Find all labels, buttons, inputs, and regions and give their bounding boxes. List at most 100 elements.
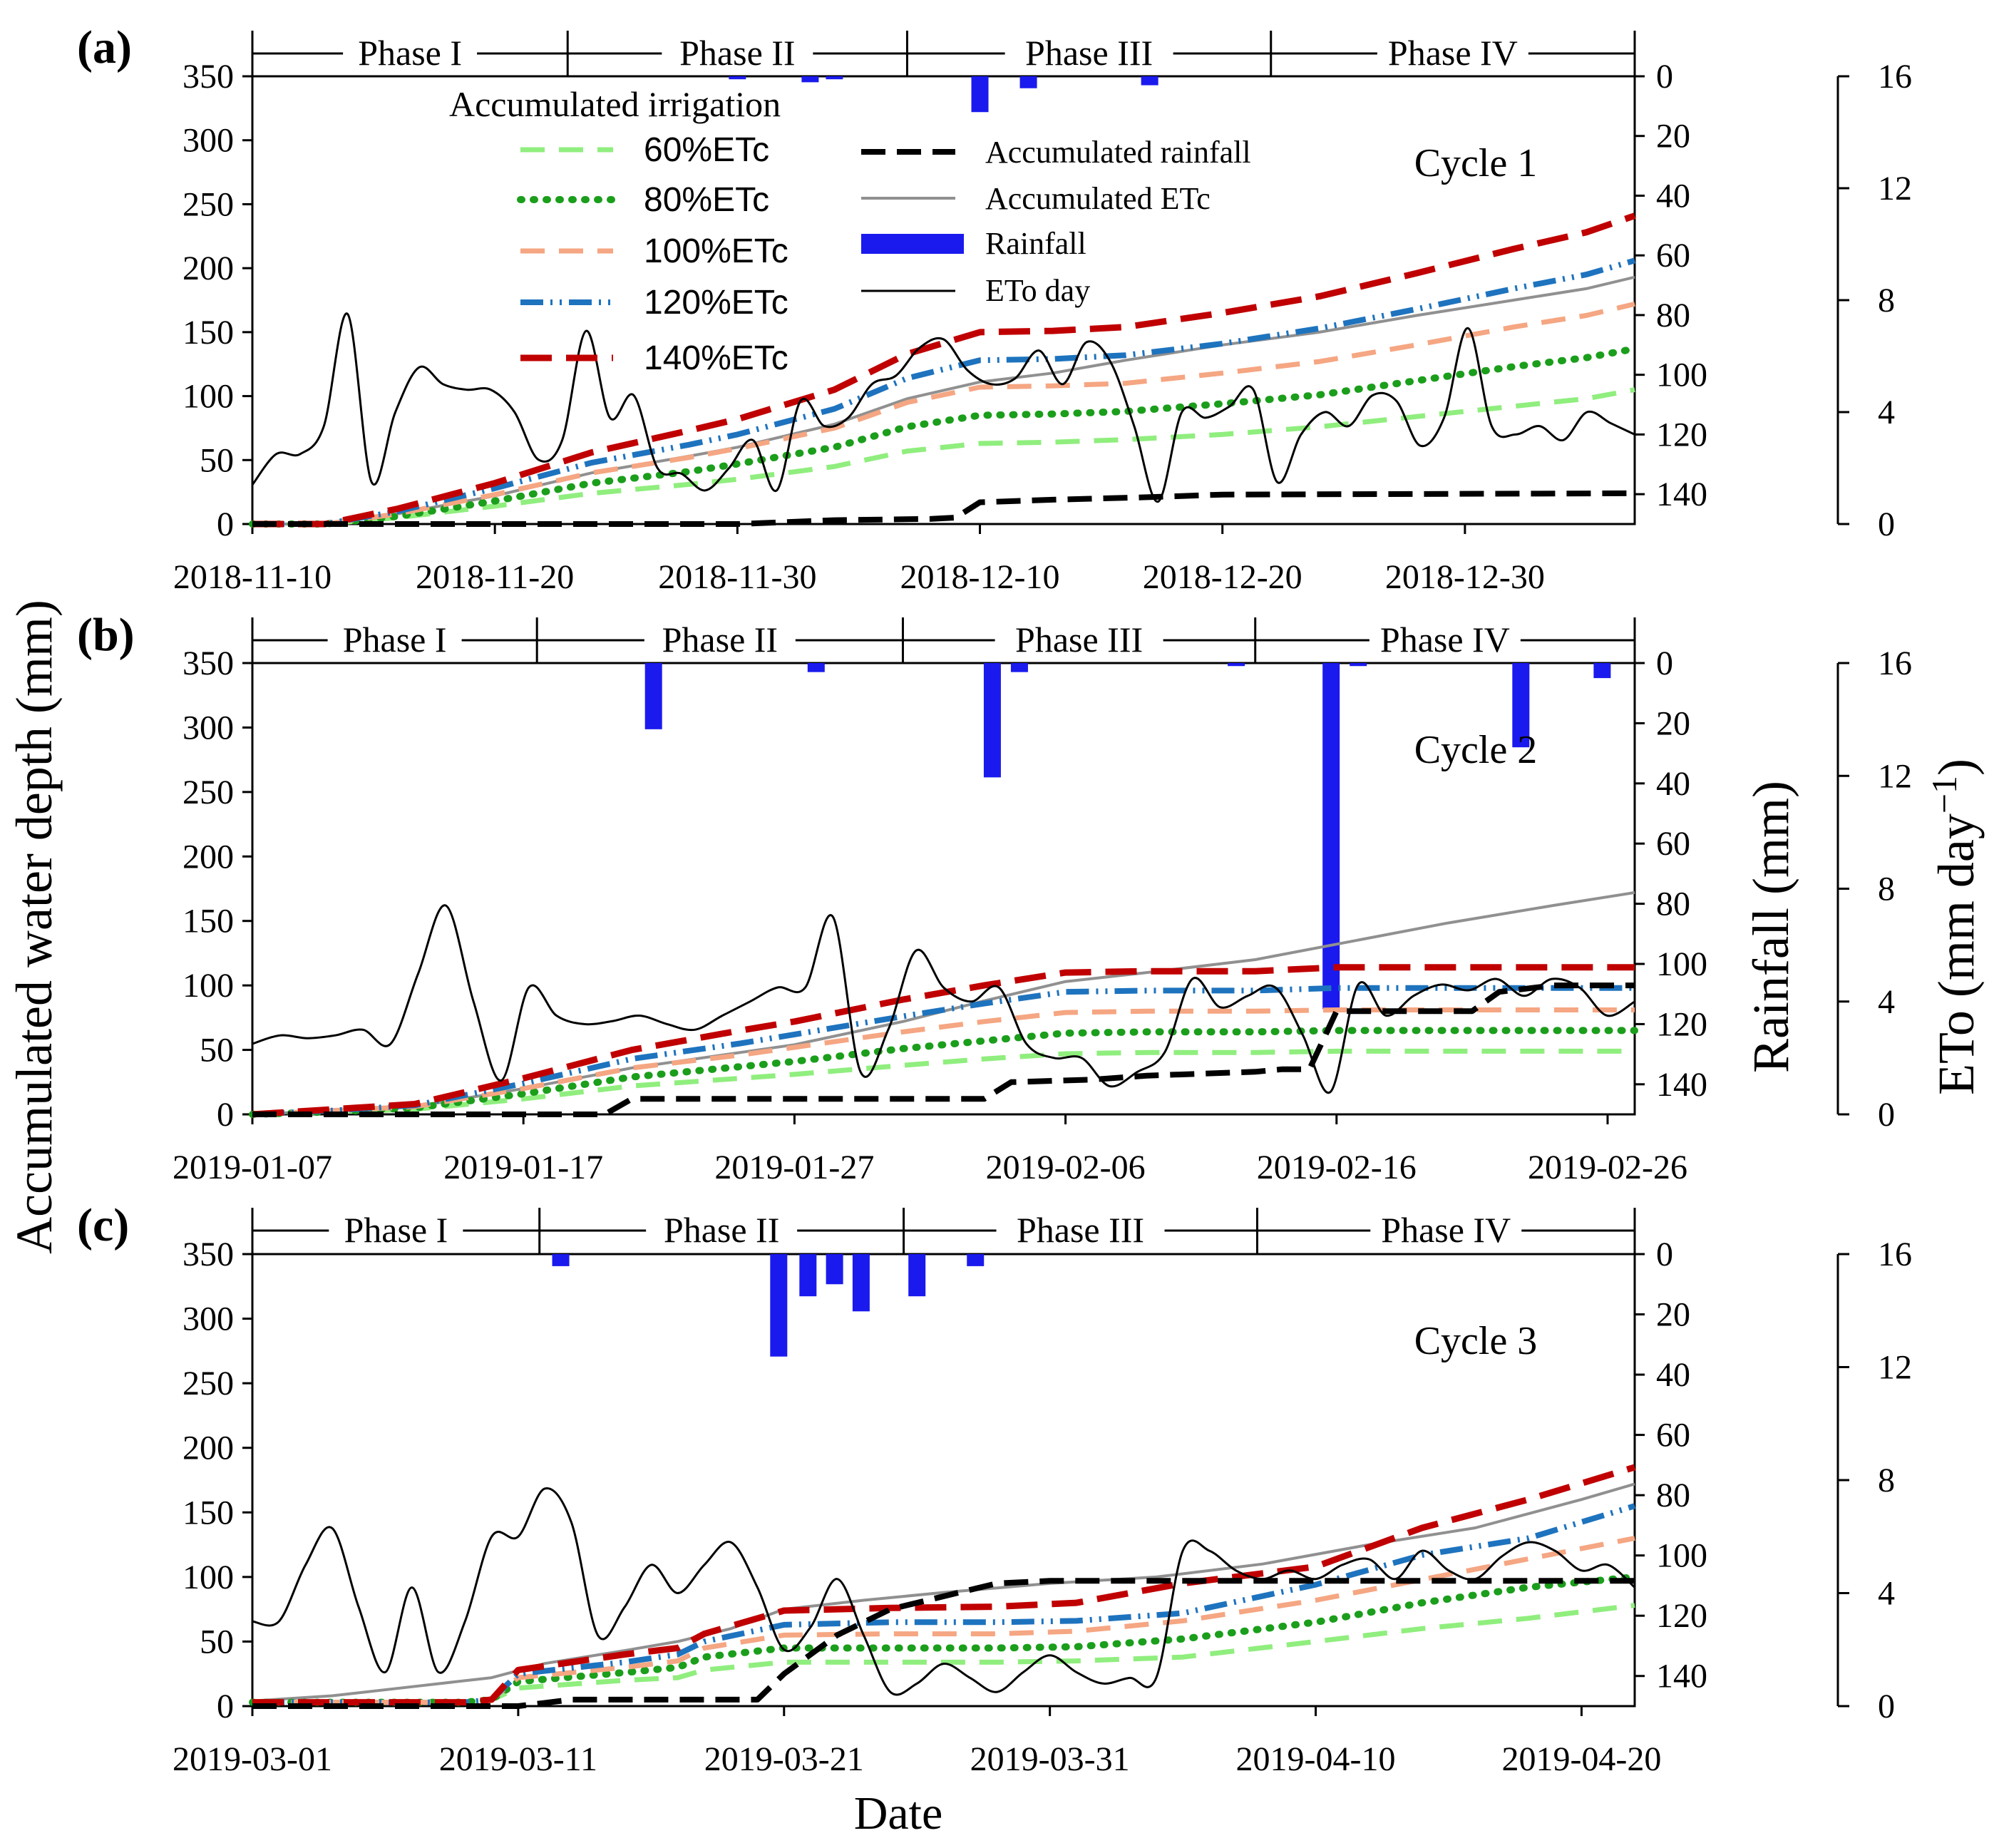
- y-left-axis: 0 50 100 150 200 250 300 350: [183, 58, 252, 543]
- y-rain-tick-label: 80: [1656, 885, 1690, 923]
- y-rain-tick-label: 40: [1656, 1356, 1690, 1394]
- y-left-tick-label: 0: [217, 1096, 234, 1134]
- series-etc140: [252, 1464, 1636, 1706]
- eto-tick-label: 12: [1878, 170, 1912, 207]
- phase-label-bg: [995, 622, 1163, 659]
- x-tick-label: 2019-02-16: [1257, 1149, 1417, 1186]
- eto-tick-label: 12: [1878, 757, 1912, 795]
- y-rain-tick-label: 0: [1656, 645, 1673, 682]
- rainfall-bar: [799, 1254, 817, 1297]
- y-left-tick-label: 250: [183, 185, 234, 223]
- eto-tick-label: 16: [1878, 1236, 1912, 1273]
- eto-tick-label: 4: [1878, 394, 1895, 431]
- panel-b: (b) Phase I Phase II Phase III Phase IV 0 50 10…: [77, 609, 1912, 1186]
- legend-label-100etc: 100%ETc: [644, 232, 788, 270]
- y-rain-tick-label: 20: [1656, 1296, 1690, 1334]
- series-acc_etc: [252, 275, 1635, 525]
- series-acc_etc: [252, 890, 1635, 1116]
- x-tick-label: 2019-02-06: [986, 1149, 1146, 1186]
- y-right-axis-title: Rainfall (mm): [1742, 781, 1799, 1073]
- y-left-tick-label: 100: [183, 1559, 234, 1596]
- x-tick-label: 2019-01-27: [714, 1149, 874, 1186]
- legend-label-140etc: 140%ETc: [644, 339, 788, 377]
- rainfall-bars: [644, 663, 1611, 1010]
- phase-header: Phase I Phase II Phase III Phase IV: [251, 1208, 1636, 1253]
- x-tick-label: 2018-11-30: [658, 558, 816, 596]
- y-rain-axis: 0 20 40 60 80 100 120 140: [1635, 645, 1707, 1104]
- rainfall-bar: [1593, 663, 1611, 679]
- rainfall-bar: [826, 76, 843, 80]
- phase-label-bg: [343, 35, 478, 72]
- series-acc_rainfall: [252, 1578, 1635, 1709]
- eto-tick-label: 4: [1878, 983, 1895, 1021]
- series-eto: [252, 1487, 1636, 1696]
- y-eto-axis: 0 4 8 12 16: [1836, 58, 1912, 543]
- y-left-axis: 0 50 100 150 200 250 300 350: [183, 1236, 252, 1725]
- y-left-tick-label: 250: [183, 1365, 234, 1402]
- legend-label-120etc: 120%ETc: [644, 284, 788, 322]
- series-etc80: [249, 345, 1638, 528]
- y-rain-tick-label: 40: [1656, 177, 1690, 215]
- x-axis: 2018-11-10 2018-11-20 2018-11-30 2018-12-10…: [173, 524, 1545, 596]
- y-left-tick-label: 100: [183, 967, 234, 1005]
- y-left-tick-label: 50: [200, 441, 234, 479]
- rainfall-bar: [1141, 76, 1158, 86]
- y-left-tick-label: 150: [183, 314, 234, 351]
- y-rain-tick-label: 140: [1656, 1066, 1707, 1104]
- rainfall-bar: [908, 1254, 926, 1297]
- phase-label: Phase I: [344, 1210, 448, 1250]
- y-left-tick-label: 200: [183, 250, 234, 287]
- y-left-tick-label: 350: [183, 1236, 234, 1273]
- y-left-tick-label: 0: [217, 505, 234, 543]
- x-tick-label: 2018-12-10: [900, 558, 1060, 596]
- y-rain-tick-label: 100: [1656, 356, 1707, 394]
- rainfall-bar: [1322, 663, 1340, 1010]
- series-eto: [252, 904, 1635, 1094]
- y-left-tick-label: 50: [200, 1032, 234, 1069]
- phase-label: Phase II: [679, 33, 795, 73]
- x-axis: 2019-03-01 2019-03-11 2019-03-21 2019-03-31…: [173, 1706, 1661, 1778]
- series-acc_rainfall: [252, 490, 1635, 527]
- series-etc60: [252, 387, 1635, 527]
- phase-label: Phase I: [343, 620, 447, 659]
- phase-label: Phase II: [662, 620, 778, 659]
- legend-label-eto: ETo day: [985, 273, 1090, 308]
- rainfall-bar: [644, 663, 662, 729]
- legend-label-80etc: 80%ETc: [644, 181, 769, 219]
- eto-tick-label: 16: [1878, 645, 1912, 682]
- phase-label-bg: [329, 1212, 463, 1249]
- rainfall-bar: [807, 663, 825, 672]
- y-left-tick-label: 300: [183, 709, 234, 746]
- phase-label-bg: [1004, 35, 1173, 72]
- phase-label-bg: [644, 622, 796, 659]
- x-tick-label: 2019-04-20: [1501, 1740, 1661, 1778]
- series-etc100: [252, 1536, 1635, 1705]
- y-rain-tick-label: 100: [1656, 1537, 1707, 1575]
- panel-a: (a) Phase I Phase II Phase III Phase IV 0 50 10…: [77, 21, 1912, 596]
- series-etc100: [252, 301, 1635, 527]
- x-tick-label: 2019-03-01: [173, 1740, 332, 1778]
- cycle-label: Cycle 3: [1414, 1319, 1538, 1363]
- y-eto-axis: 0 4 8 12 16: [1836, 645, 1912, 1134]
- panel-letter: (a): [77, 21, 132, 73]
- y-rain-tick-label: 120: [1656, 1005, 1707, 1043]
- y-rain-axis: 0 20 40 60 80 100 120 140: [1635, 58, 1707, 513]
- y-rain-tick-label: 20: [1656, 118, 1690, 155]
- y-left-axis-title: Accumulated water depth (mm): [6, 600, 63, 1254]
- phase-label: Phase IV: [1381, 1210, 1511, 1250]
- y-rain-tick-label: 100: [1656, 945, 1707, 983]
- plot-frame: [251, 662, 1636, 1116]
- phase-label: Phase III: [1017, 1210, 1144, 1250]
- x-tick-label: 2018-12-20: [1143, 558, 1302, 596]
- series-etc140: [252, 212, 1636, 528]
- rainfall-bar: [1019, 76, 1037, 88]
- rainfall-bar: [1512, 663, 1530, 748]
- y-rain-tick-label: 40: [1656, 765, 1690, 803]
- rainfall-bar: [552, 1254, 570, 1266]
- series-etc60: [252, 1603, 1635, 1705]
- y-rain-tick-label: 0: [1656, 58, 1673, 96]
- legend-swatch-rainfall: [861, 234, 964, 254]
- y-left-tick-label: 300: [183, 122, 234, 160]
- eto-axis-title: ETo (mm day−1): [1924, 759, 1985, 1095]
